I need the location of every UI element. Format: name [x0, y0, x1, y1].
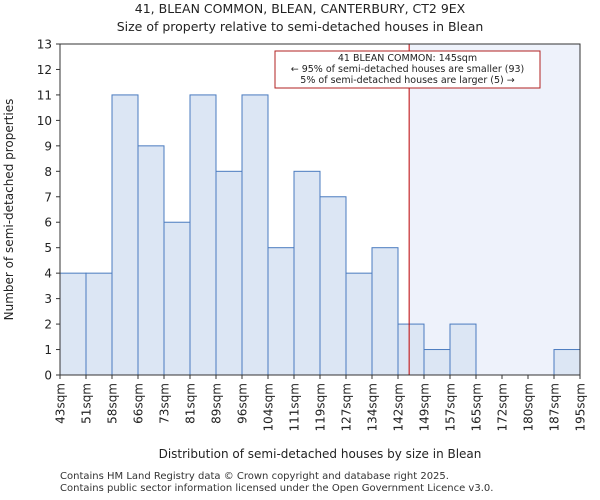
bar-73sqm	[163, 221, 191, 376]
bar-127sqm	[345, 272, 373, 376]
annotation-box: 41 BLEAN COMMON: 145sqm ← 95% of semi-de…	[274, 50, 541, 89]
y-tick-label: 6	[44, 216, 52, 230]
x-tick-label: 96sqm	[236, 383, 250, 424]
y-tick-label: 11	[37, 88, 52, 102]
y-tick-label: 7	[44, 190, 52, 204]
x-tick-label: 180sqm	[522, 383, 536, 431]
x-tick-label: 119sqm	[314, 383, 328, 431]
bar-43sqm	[59, 272, 87, 376]
y-axis-label: Number of semi-detached properties	[2, 99, 16, 321]
larger-region-shade	[409, 44, 580, 375]
x-tick-label: 149sqm	[418, 383, 432, 431]
bar-149sqm	[423, 349, 451, 376]
y-tick-label: 9	[44, 139, 52, 153]
chart-subtitle: Size of property relative to semi-detach…	[116, 19, 484, 34]
bar-58sqm	[111, 94, 139, 376]
x-tick-label: 104sqm	[262, 383, 276, 431]
x-tick-label: 51sqm	[80, 383, 94, 424]
footer-copyright: Contains HM Land Registry data © Crown c…	[60, 471, 449, 482]
bar-89sqm	[215, 170, 243, 376]
x-tick-label: 73sqm	[158, 383, 172, 424]
x-tick-label: 134sqm	[366, 383, 380, 431]
y-tick-label: 12	[37, 63, 52, 77]
bar-81sqm	[189, 94, 217, 376]
y-tick-label: 5	[44, 241, 52, 255]
footer-licence: Contains public sector information licen…	[60, 483, 494, 494]
annotation-line-3: 5% of semi-detached houses are larger (5…	[300, 75, 514, 86]
bar-157sqm	[449, 323, 477, 376]
x-tick-label: 58sqm	[106, 383, 120, 424]
bar-96sqm	[241, 94, 269, 376]
bar-142sqm	[397, 323, 425, 376]
bar-104sqm	[267, 247, 295, 376]
bar-134sqm	[371, 247, 399, 376]
y-tick-label: 0	[44, 369, 52, 383]
annotation-line-2: ← 95% of semi-detached houses are smalle…	[291, 64, 525, 75]
x-tick-label: 43sqm	[54, 383, 68, 424]
bar-111sqm	[293, 170, 321, 376]
y-tick-label: 2	[44, 318, 52, 332]
annotation-line-1: 41 BLEAN COMMON: 145sqm	[338, 53, 477, 64]
x-tick-label: 157sqm	[444, 383, 458, 431]
x-tick-label: 111sqm	[288, 383, 302, 431]
chart-title: 41, BLEAN COMMON, BLEAN, CANTERBURY, CT2…	[134, 1, 466, 16]
bars-group	[59, 94, 581, 376]
x-tick-label: 165sqm	[470, 383, 484, 431]
bar-51sqm	[85, 272, 113, 376]
y-tick-label: 1	[44, 343, 52, 357]
x-tick-label: 195sqm	[574, 383, 588, 431]
bar-187sqm	[553, 349, 581, 376]
x-axis-ticks: 43sqm 51sqm 58sqm 66sqm 73sqm 81sqm 89sqm 96sqm…	[54, 375, 588, 431]
bar-66sqm	[137, 145, 165, 376]
y-tick-label: 13	[37, 38, 52, 52]
y-tick-label: 8	[44, 165, 52, 179]
x-tick-label: 142sqm	[392, 383, 406, 431]
y-tick-label: 4	[44, 267, 52, 281]
y-tick-label: 10	[37, 114, 52, 128]
x-tick-label: 187sqm	[548, 383, 562, 431]
x-axis-label: Distribution of semi-detached houses by …	[159, 447, 482, 461]
bar-119sqm	[319, 196, 347, 376]
x-tick-label: 89sqm	[210, 383, 224, 424]
x-tick-label: 172sqm	[496, 383, 510, 431]
x-tick-label: 127sqm	[340, 383, 354, 431]
y-tick-label: 3	[44, 292, 52, 306]
x-tick-label: 66sqm	[132, 383, 146, 424]
x-tick-label: 81sqm	[184, 383, 198, 424]
